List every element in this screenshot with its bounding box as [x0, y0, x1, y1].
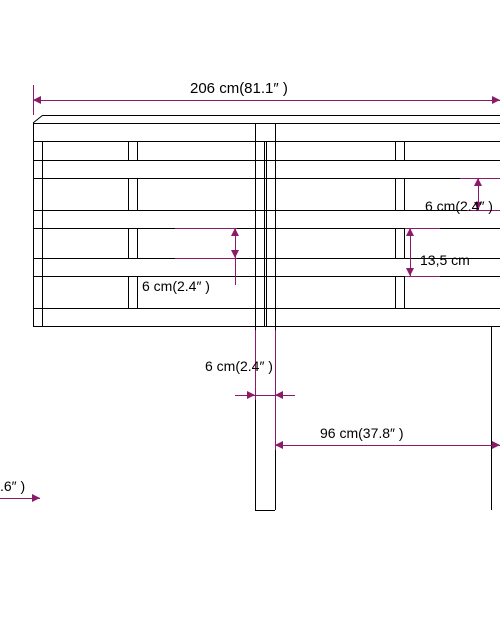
dim-top-line [33, 100, 500, 101]
dim-cg-ar [275, 391, 283, 399]
post-b-r2 [404, 178, 405, 210]
outer-left-v [33, 123, 34, 326]
post-b-r [404, 141, 405, 160]
slat4-bot [33, 326, 500, 327]
dim-96-al [275, 441, 283, 449]
center-r-in [266, 141, 267, 326]
post-b-r3 [404, 228, 405, 258]
post-a-r3 [137, 228, 138, 258]
post-a-r4 [137, 276, 138, 308]
dim-96-ar [492, 441, 500, 449]
dim-gap-r-label: 6 cm(2.4″ ) [425, 198, 493, 214]
dim-135-ad [406, 268, 414, 276]
post-a-l4 [128, 276, 129, 308]
center-l-in [264, 141, 265, 326]
dim-cut-label: .6″ ) [0, 478, 25, 494]
diagram-canvas: 206 cm(81.1″ ) 6 cm(2.4″ ) 6 cm(2.4″ ) 1… [0, 0, 500, 641]
dim-135-ext2 [405, 276, 440, 277]
center-l-out [255, 123, 256, 510]
post-a-l [128, 141, 129, 160]
right-leg-inner [491, 326, 492, 510]
dim-135-ext1 [405, 228, 440, 229]
post-b-l3 [395, 228, 396, 258]
dim-cg-ext-r [275, 330, 276, 400]
dim-135-label: 13,5 cm [420, 252, 470, 268]
dim-gap-l-au [231, 228, 239, 236]
dim-135-au [406, 228, 414, 236]
dim-gap-l-ad [231, 250, 239, 258]
dim-top-arr-l [33, 96, 41, 104]
dim-gap-l-ext1 [175, 228, 237, 229]
dim-96-line [275, 445, 500, 446]
dim-top-arr-r [492, 96, 500, 104]
dim-cg-al [247, 391, 255, 399]
dim-cut-ar [32, 494, 40, 502]
dim-gap-l-ext2 [175, 258, 237, 259]
top-bar-back-top [43, 115, 500, 116]
dim-cg-label: 6 cm(2.4″ ) [205, 358, 273, 374]
top-bar-diag [33, 115, 45, 125]
dim-gap-r-au [474, 178, 482, 186]
post-b-l4 [395, 276, 396, 308]
center-r-out [275, 123, 276, 510]
outer-left-v2 [42, 141, 43, 326]
post-a-r2 [137, 178, 138, 210]
dim-cg-line [235, 395, 295, 396]
post-a-r [137, 141, 138, 160]
top-bar-front-top [33, 123, 500, 124]
post-a-l3 [128, 228, 129, 258]
center-leg-bot [255, 510, 275, 511]
dim-top-label: 206 cm(81.1″ ) [190, 80, 288, 97]
post-a-l2 [128, 178, 129, 210]
post-b-l2 [395, 178, 396, 210]
dim-gap-l-label: 6 cm(2.4″ ) [142, 278, 210, 294]
dim-96-label: 96 cm(37.8″ ) [320, 425, 404, 441]
post-b-l [395, 141, 396, 160]
post-b-r4 [404, 276, 405, 308]
